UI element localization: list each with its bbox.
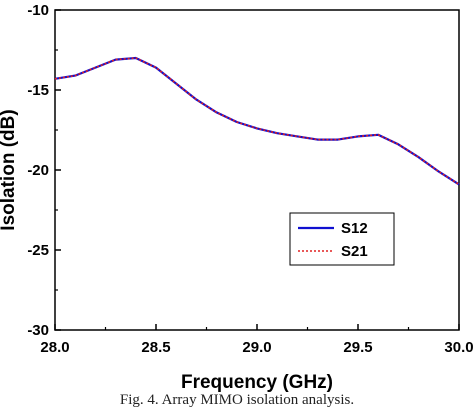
- legend-box: [289, 212, 395, 266]
- tick-marks: [54, 9, 460, 331]
- y-tick-label: -15: [27, 82, 49, 99]
- legend-label-s21: S21: [341, 243, 368, 260]
- figure-caption: Fig. 4. Array MIMO isolation analysis.: [119, 392, 355, 408]
- x-tick-labels: 28.0 28.5 29.0 29.5 30.0: [40, 339, 473, 356]
- x-axis-title: Frequency (GHz): [181, 372, 333, 392]
- legend-label-s12: S12: [341, 220, 368, 237]
- series-line-s21: [54, 57, 460, 186]
- x-tick-label: 29.0: [242, 339, 271, 356]
- y-tick-labels: -10 -15 -20 -25 -30: [27, 2, 49, 339]
- y-tick-label: -30: [27, 322, 49, 339]
- x-tick-label: 28.5: [141, 339, 170, 356]
- x-tick-label: 30.0: [444, 339, 473, 356]
- x-tick-label: 28.0: [40, 339, 69, 356]
- y-tick-label: -20: [27, 162, 49, 179]
- y-tick-label: -10: [27, 2, 49, 19]
- series-lines: [54, 56, 460, 186]
- plot-area-frame: [54, 9, 460, 331]
- y-tick-label: -25: [27, 242, 49, 259]
- y-axis-title: Isolation (dB): [0, 109, 19, 230]
- x-tick-label: 29.5: [343, 339, 372, 356]
- isolation-chart: 28.0 28.5 29.0 29.5 30.0 -10 -15 -20 -25 -30 Fre…: [0, 2, 474, 392]
- series-line-s12: [54, 56, 460, 186]
